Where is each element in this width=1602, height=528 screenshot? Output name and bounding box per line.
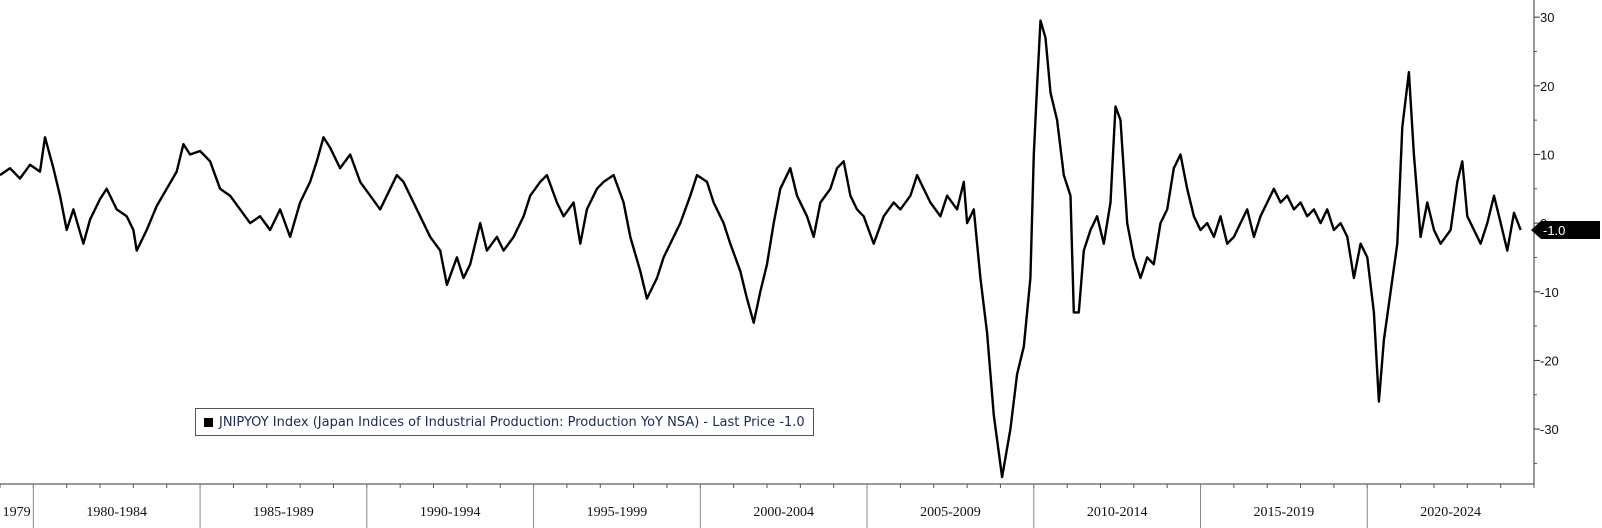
x-tick-label: 2020-2024	[1420, 505, 1481, 520]
y-tick-label: 20	[1540, 79, 1554, 94]
x-tick-label: 1980-1984	[86, 505, 147, 520]
x-tick-label: 1990-1994	[420, 505, 481, 520]
y-tick-label: -10	[1540, 285, 1559, 300]
x-tick-label: 1985-1989	[253, 505, 314, 520]
last-price-marker	[1531, 220, 1600, 239]
y-tick-label: -30	[1540, 422, 1559, 437]
series-line	[0, 19, 1522, 479]
x-tick-label: 1995-1999	[587, 505, 648, 520]
x-tick-label: 2015-2019	[1254, 505, 1315, 520]
x-tick-label: 1979	[3, 505, 31, 520]
legend-label: JNIPYOY Index (Japan Indices of Industri…	[219, 414, 805, 430]
legend: JNIPYOY Index (Japan Indices of Industri…	[195, 408, 814, 436]
x-tick-label: 2000-2004	[753, 505, 814, 520]
x-tick-label: 2010-2014	[1087, 505, 1148, 520]
last-price-label: -1.0	[1543, 223, 1565, 238]
y-tick-label: 30	[1540, 10, 1554, 25]
y-tick-label: -20	[1540, 353, 1559, 368]
legend-swatch	[204, 417, 213, 427]
x-tick-label: 2005-2009	[920, 505, 981, 520]
y-tick-label: 10	[1540, 147, 1554, 162]
